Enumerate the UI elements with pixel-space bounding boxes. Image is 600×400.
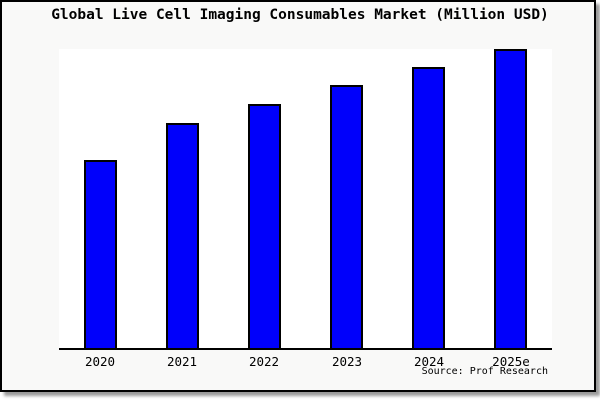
bar-2020 [84,160,117,348]
bar-2025e [494,49,527,348]
bar-2023 [330,85,363,348]
chart-title: Global Live Cell Imaging Consumables Mar… [51,7,549,23]
x-tick-label-2023: 2023 [331,354,363,369]
source-note: Source: Prof Research [421,366,548,377]
bar-2022 [248,104,281,348]
bar-2024 [412,67,445,348]
x-tick-label-2020: 2020 [84,354,116,369]
x-tick-label-2025e: 2025e [492,354,530,369]
bar-2021 [166,123,199,348]
x-tick-label-2022: 2022 [248,354,280,369]
x-tick-label-2021: 2021 [166,354,198,369]
x-axis: 2020 2021 2022 2023 2024 2025e [0,354,600,370]
x-tick-label-2024: 2024 [413,354,445,369]
plot-area [59,49,552,350]
